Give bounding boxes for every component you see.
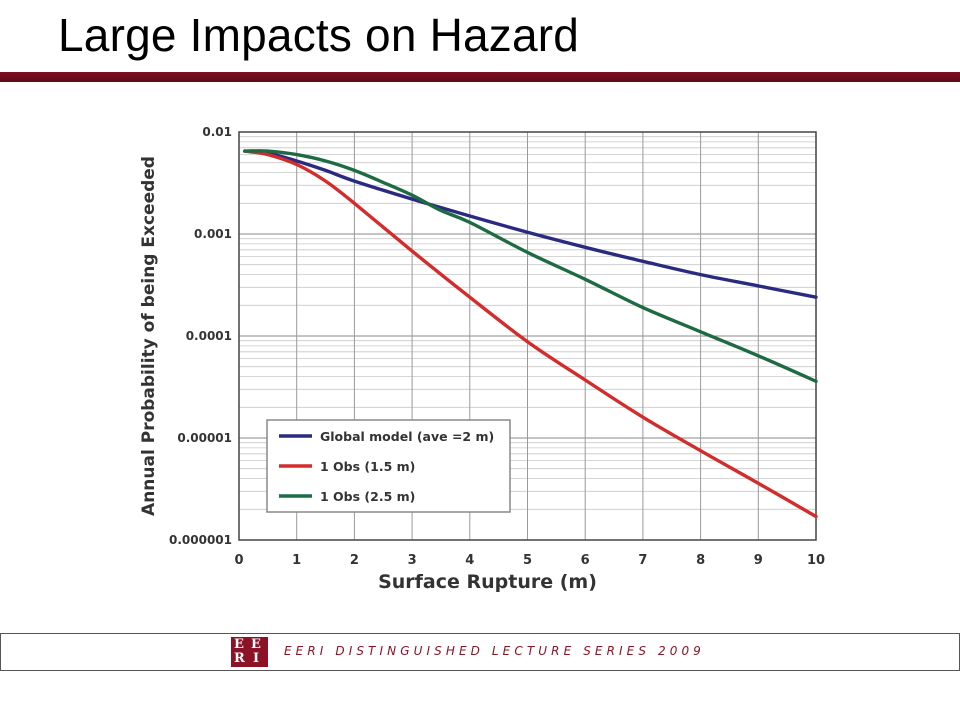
series-line-global-model [243,149,818,299]
slide-title: Large Impacts on Hazard [58,9,580,61]
legend-entry: 1 Obs (2.5 m) [320,489,415,504]
x-tick-label: 4 [465,553,474,568]
x-tick-label: 2 [350,553,359,568]
x-tick-label: 5 [523,553,532,568]
x-tick-label: 9 [754,553,763,568]
title-rule [0,72,960,82]
x-tick-label: 0 [234,553,243,568]
legend-entry: 1 Obs (1.5 m) [320,459,415,474]
plot-frame [238,131,817,541]
x-tick-label: 3 [408,553,417,568]
x-tick-label: 8 [696,553,705,568]
footer-text: EERI DISTINGUISHED LECTURE SERIES 2009 [284,644,705,658]
legend-entry: Global model (ave =2 m) [320,429,494,444]
y-tick-label: 0.001 [194,227,232,241]
series-line-1-obs-2-5m [243,149,818,383]
x-tick-label: 10 [807,553,825,568]
footer-bar: E E R I EERI DISTINGUISHED LECTURE SERIE… [0,633,960,671]
y-tick-label: 0.0001 [186,329,232,343]
eeri-logo: E E R I [231,637,268,667]
y-tick-label: 0.01 [202,125,232,139]
x-tick-label: 6 [581,553,590,568]
series-line-1-obs-1-5m [243,149,818,519]
x-tick-label: 7 [638,553,647,568]
y-tick-label: 0.00001 [177,431,232,445]
y-tick-label: 0.000001 [169,533,232,547]
x-axis-label: Surface Rupture (m) [378,571,597,593]
y-axis-label: Annual Probability of being Exceeded [139,156,159,516]
hazard-curve-chart: 0 1 2 3 4 5 6 7 8 9 10 0.01 0.001 0.0001 0.00001 0.0000… [139,125,825,593]
x-tick-label: 1 [292,553,301,568]
